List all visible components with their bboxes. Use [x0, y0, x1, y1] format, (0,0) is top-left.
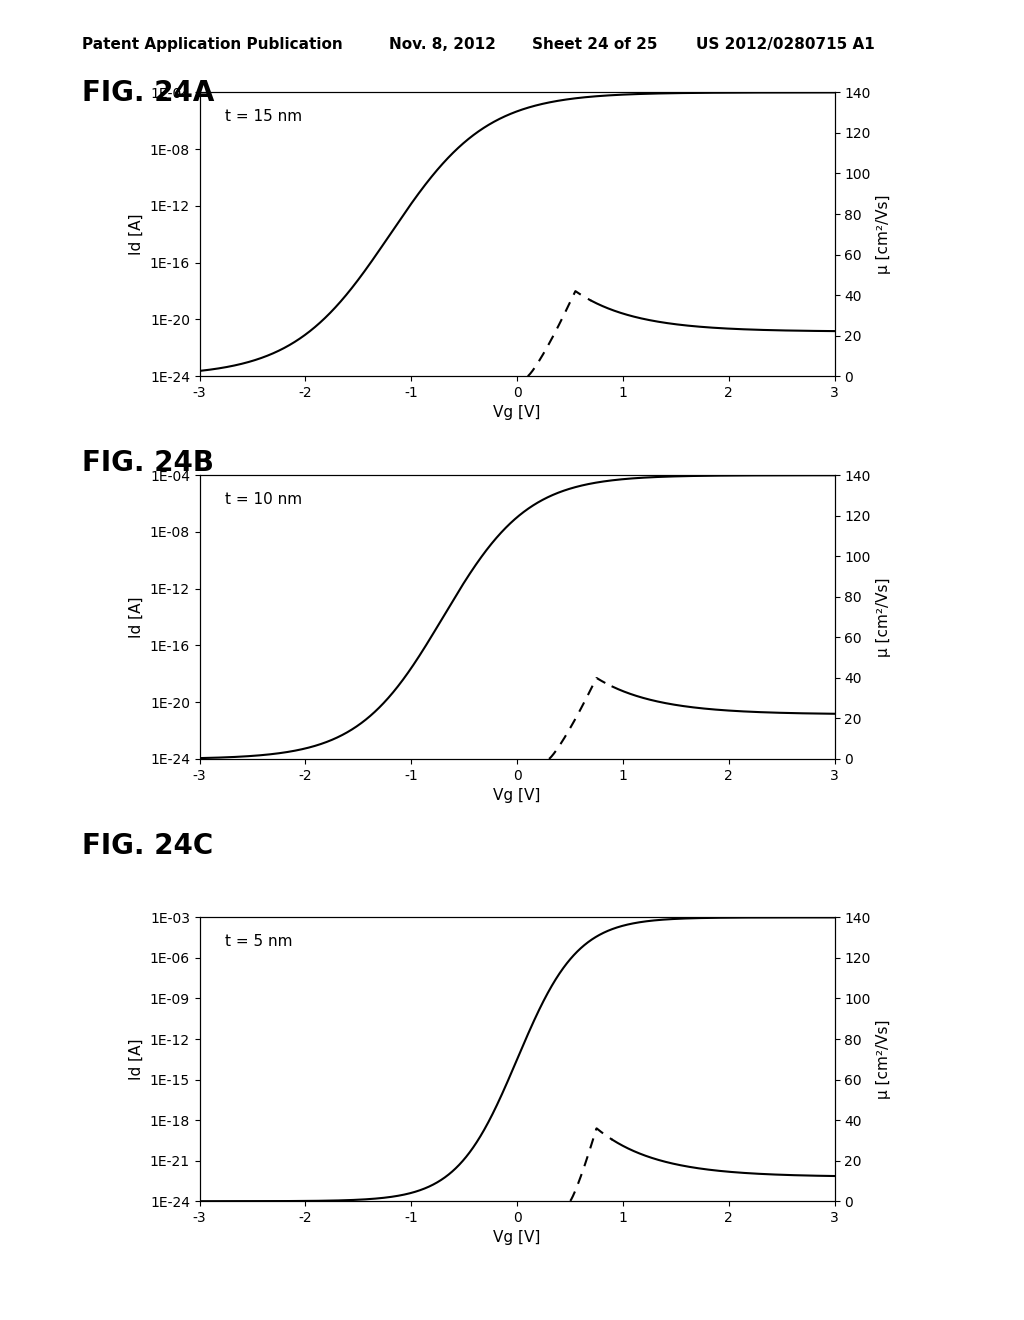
Text: Patent Application Publication: Patent Application Publication	[82, 37, 343, 51]
Text: FIG. 24B: FIG. 24B	[82, 449, 214, 477]
Y-axis label: Id [A]: Id [A]	[129, 1039, 144, 1080]
Text: Nov. 8, 2012: Nov. 8, 2012	[389, 37, 496, 51]
X-axis label: Vg [V]: Vg [V]	[494, 405, 541, 421]
Y-axis label: Id [A]: Id [A]	[129, 597, 144, 638]
Text: US 2012/0280715 A1: US 2012/0280715 A1	[696, 37, 876, 51]
Text: t = 10 nm: t = 10 nm	[225, 492, 302, 507]
Text: FIG. 24A: FIG. 24A	[82, 79, 214, 107]
Y-axis label: μ [cm²/Vs]: μ [cm²/Vs]	[877, 577, 891, 657]
Text: FIG. 24C: FIG. 24C	[82, 832, 213, 859]
X-axis label: Vg [V]: Vg [V]	[494, 1230, 541, 1246]
Y-axis label: μ [cm²/Vs]: μ [cm²/Vs]	[877, 1019, 891, 1100]
Y-axis label: Id [A]: Id [A]	[129, 214, 144, 255]
Text: Sheet 24 of 25: Sheet 24 of 25	[532, 37, 658, 51]
Text: t = 15 nm: t = 15 nm	[225, 110, 302, 124]
Y-axis label: μ [cm²/Vs]: μ [cm²/Vs]	[877, 194, 891, 275]
X-axis label: Vg [V]: Vg [V]	[494, 788, 541, 804]
Text: t = 5 nm: t = 5 nm	[225, 935, 293, 949]
